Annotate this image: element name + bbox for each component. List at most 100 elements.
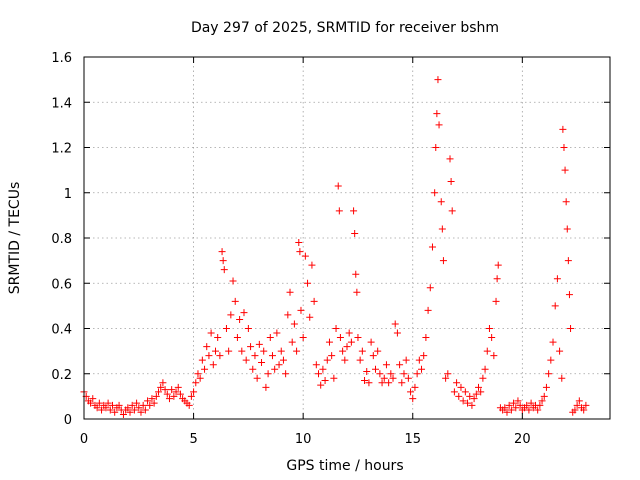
x-tick-label: 10 (295, 432, 312, 447)
data-point (255, 340, 263, 348)
data-point (192, 379, 200, 387)
data-point (152, 392, 160, 400)
data-point (536, 401, 544, 409)
data-point (413, 370, 421, 378)
data-point (431, 189, 439, 197)
data-point (146, 401, 154, 409)
data-point (220, 266, 228, 274)
data-point (448, 207, 456, 215)
data-point (365, 379, 373, 387)
data-point (293, 347, 301, 355)
data-point (275, 361, 283, 369)
data-point (233, 334, 241, 342)
data-point (404, 374, 412, 382)
data-point (374, 347, 382, 355)
x-tick-label: 0 (80, 432, 88, 447)
data-point (165, 395, 173, 403)
data-point (268, 352, 276, 360)
data-point (139, 401, 147, 409)
data-point (538, 397, 546, 405)
data-point (545, 370, 553, 378)
data-point (95, 399, 103, 407)
data-point (218, 248, 226, 256)
data-point (266, 334, 274, 342)
data-point (560, 144, 568, 151)
data-point (203, 343, 211, 351)
data-point (231, 297, 239, 305)
y-tick-label: 1 (64, 187, 72, 202)
data-point (214, 334, 222, 342)
data-point (494, 261, 502, 269)
grid (84, 57, 610, 419)
data-point (89, 395, 97, 403)
data-point (409, 395, 417, 403)
data-point (481, 365, 489, 373)
data-point (380, 374, 388, 382)
data-point (264, 370, 272, 378)
data-point (369, 352, 377, 360)
data-point (301, 252, 309, 260)
data-point (286, 288, 294, 296)
data-point (201, 365, 209, 373)
data-point (212, 347, 219, 355)
data-point (290, 320, 298, 328)
data-point (315, 370, 323, 378)
data-point (176, 390, 184, 398)
data-point (361, 377, 369, 385)
data-point (527, 399, 535, 407)
data-point (385, 379, 393, 387)
data-point (492, 297, 500, 305)
data-point (389, 374, 397, 382)
data-point (229, 277, 237, 285)
x-axis-label: GPS time / hours (286, 458, 403, 474)
data-point (312, 361, 320, 369)
data-point (336, 334, 344, 342)
data-point (159, 379, 167, 387)
data-point (87, 399, 95, 407)
data-point (483, 347, 491, 355)
data-point (352, 270, 360, 278)
data-point (341, 356, 349, 364)
data-point (407, 388, 415, 396)
data-point (534, 406, 542, 414)
y-tick-label: 0.4 (51, 323, 72, 338)
data-point (196, 374, 204, 382)
data-point (141, 406, 149, 414)
data-point (150, 399, 158, 407)
data-point (453, 379, 461, 387)
data-point (382, 361, 390, 369)
data-point (323, 356, 331, 364)
data-point (304, 279, 312, 287)
data-point (525, 406, 533, 414)
data-point (194, 370, 202, 378)
data-point (260, 347, 268, 355)
data-point (135, 404, 143, 412)
data-point (459, 397, 467, 405)
data-point (319, 365, 327, 373)
data-points (80, 76, 590, 418)
data-point (93, 404, 101, 412)
data-point (549, 338, 557, 346)
data-point (332, 325, 340, 332)
data-point (426, 284, 434, 292)
data-point (367, 338, 375, 346)
data-point (310, 297, 318, 305)
data-point (501, 404, 509, 412)
data-point (444, 370, 452, 378)
data-point (470, 395, 478, 403)
x-tick-label: 20 (514, 432, 531, 447)
data-point (198, 356, 206, 364)
data-point (571, 406, 579, 414)
data-point (450, 388, 458, 396)
data-point (106, 406, 114, 414)
data-point (216, 352, 224, 360)
data-point (306, 313, 314, 321)
data-point (137, 408, 145, 416)
data-point (351, 229, 359, 237)
data-point (433, 110, 441, 118)
data-point (439, 257, 447, 265)
data-point (553, 275, 561, 283)
data-point (418, 365, 426, 373)
